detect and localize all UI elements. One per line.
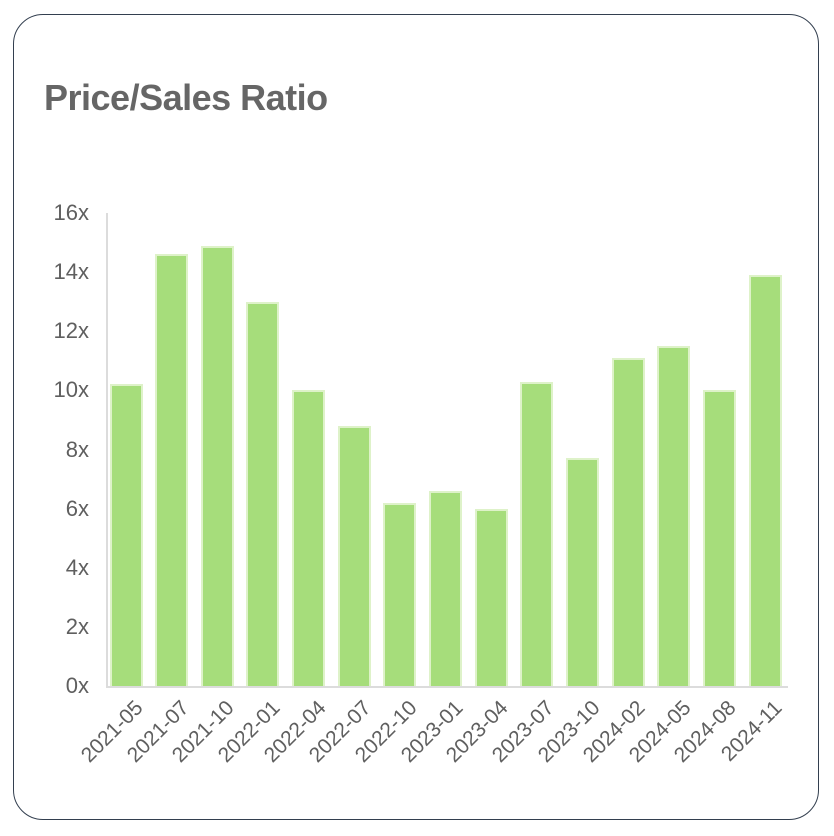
bar-2024-11 <box>748 275 782 686</box>
y-tick-label: 12x <box>53 318 89 344</box>
y-tick-label: 4x <box>65 554 89 580</box>
y-tick-label: 8x <box>65 436 89 462</box>
y-tick-label: 6x <box>65 495 89 521</box>
bar-2021-05 <box>109 384 143 686</box>
bar-2022-07 <box>337 425 371 686</box>
bar-2024-02 <box>611 357 645 686</box>
y-tick-label: 10x <box>53 377 89 403</box>
bar-2022-04 <box>292 390 326 686</box>
bar-2022-01 <box>246 301 280 686</box>
bar-2021-07 <box>155 254 189 686</box>
bar-2023-07 <box>520 381 554 686</box>
bar-2023-01 <box>429 490 463 686</box>
bar-2024-08 <box>702 390 736 686</box>
bar-2021-10 <box>200 245 234 686</box>
chart-title: Price/Sales Ratio <box>44 77 328 118</box>
bar-2024-05 <box>657 346 691 686</box>
bar-2022-10 <box>383 502 417 686</box>
price-sales-bar-chart: 0x 2x 4x 6x 8x 10x 12x 14x 16x 2021-05 2021-07 2021… <box>14 15 818 819</box>
y-tick-label: 2x <box>65 613 89 639</box>
plot-area <box>106 213 788 688</box>
bar-2023-04 <box>474 508 508 686</box>
y-tick-label: 16x <box>53 200 89 225</box>
y-tick-label: 0x <box>65 673 89 698</box>
bar-2023-10 <box>566 458 599 686</box>
y-tick-label: 14x <box>53 259 89 285</box>
chart-card: Price/Sales Ratio 0x 2x 4x 6x 8x 10x 12x 14x 16x… <box>13 14 819 820</box>
